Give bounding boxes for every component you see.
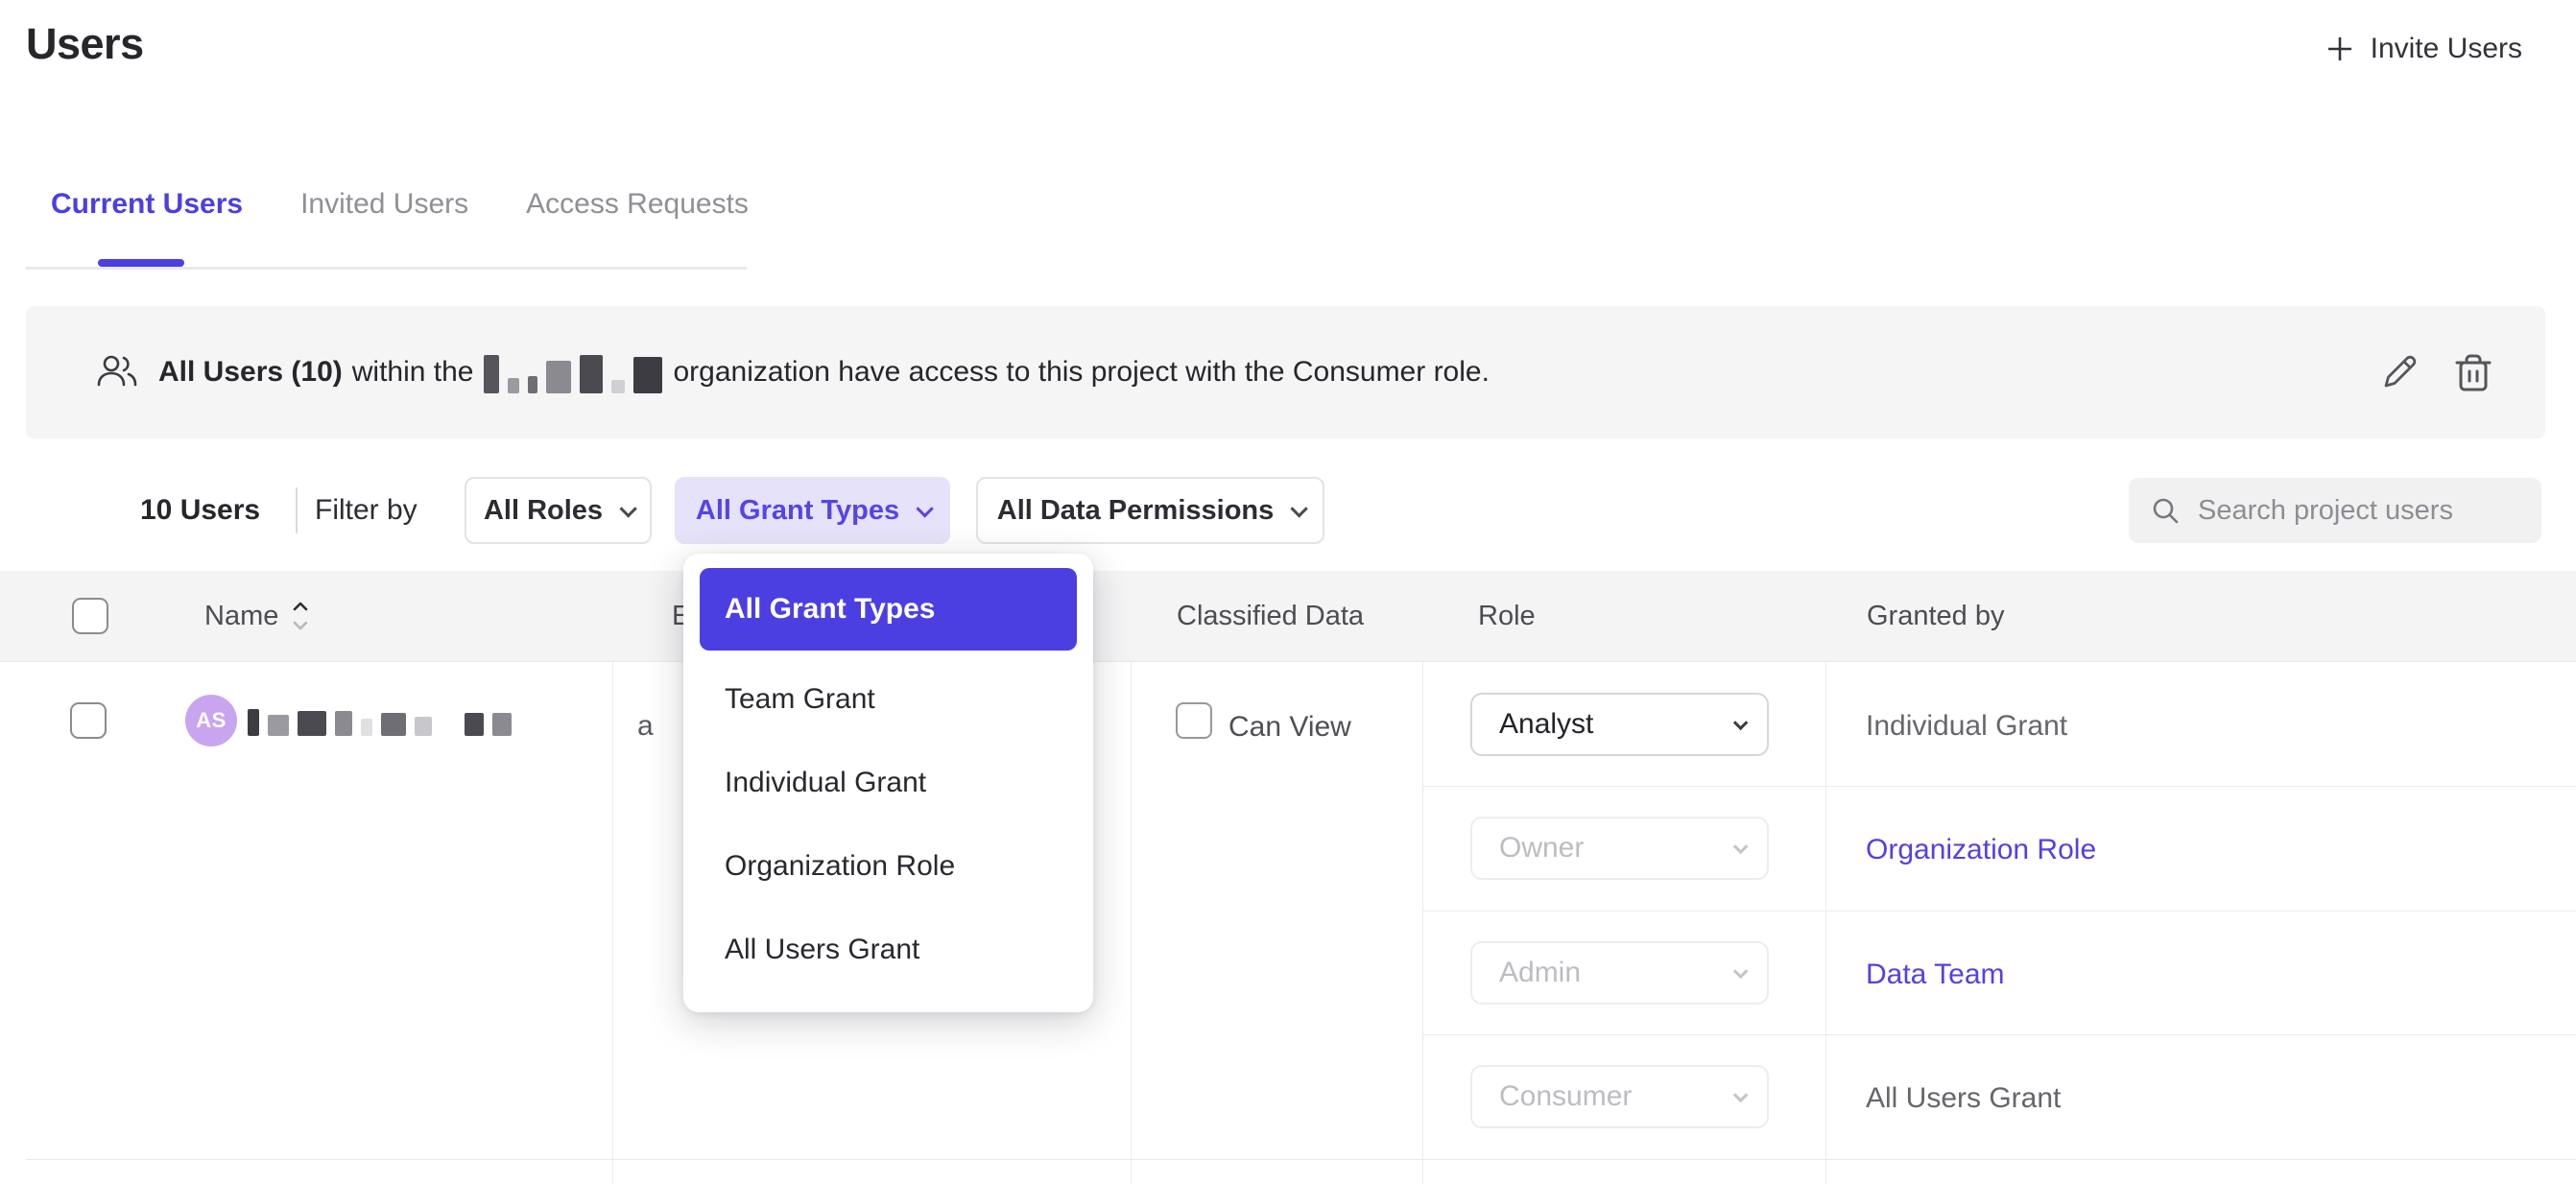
filter-all-roles-label: All Roles — [483, 494, 604, 526]
user-count: 10 Users — [140, 494, 261, 526]
email-partial-text: a — [637, 710, 654, 742]
chevron-down-icon — [1732, 839, 1749, 854]
filter-all-grant-types[interactable]: All Grant Types — [675, 477, 950, 544]
redacted-user-name — [248, 707, 512, 736]
search-icon — [2150, 495, 2181, 526]
tab-divider — [26, 267, 747, 270]
filter-by-label: Filter by — [315, 494, 417, 526]
search-box — [2129, 478, 2560, 543]
column-header-classified-data: Classified Data — [1177, 601, 1365, 631]
plus-icon — [2325, 34, 2355, 64]
granted-by-organization-role-link[interactable]: Organization Role — [1866, 834, 2097, 865]
chevron-down-icon — [1732, 715, 1749, 730]
role-select-consumer[interactable]: Consumer — [1470, 1065, 1769, 1128]
can-view-label: Can View — [1228, 711, 1351, 743]
people-icon — [95, 354, 139, 391]
can-view-checkbox[interactable] — [1176, 702, 1212, 739]
role-select-value: Admin — [1499, 957, 1582, 988]
chevron-down-icon — [1732, 1087, 1749, 1102]
avatar-initials: AS — [196, 708, 227, 732]
row-checkbox[interactable] — [70, 702, 107, 739]
banner-text-after: organization have access to this project… — [673, 356, 1490, 388]
role-select-value: Consumer — [1499, 1080, 1633, 1112]
chevron-down-icon — [1732, 963, 1749, 979]
filter-all-data-permissions-label: All Data Permissions — [996, 494, 1275, 526]
chevron-down-icon — [1290, 499, 1309, 518]
invite-users-label: Invite Users — [2370, 33, 2522, 64]
granted-by-data-team-link[interactable]: Data Team — [1866, 959, 2005, 990]
filter-all-grant-types-label: All Grant Types — [695, 494, 900, 526]
redacted-org-name — [483, 351, 662, 393]
chevron-down-icon — [619, 499, 637, 518]
role-select-owner[interactable]: Owner — [1470, 817, 1769, 880]
active-tab-indicator — [98, 259, 184, 267]
pencil-icon[interactable] — [2378, 351, 2421, 393]
banner-text-before: within the — [351, 356, 474, 388]
column-header-name[interactable]: Name — [204, 601, 279, 631]
dropdown-item-individual-grant[interactable]: Individual Grant — [725, 767, 927, 798]
invite-users-button[interactable]: Invite Users — [2325, 33, 2522, 65]
column-header-granted-by: Granted by — [1867, 601, 2005, 631]
column-divider — [1131, 662, 1132, 1184]
grant-row-divider — [1422, 786, 2576, 787]
search-input[interactable] — [2198, 494, 2560, 527]
role-select-value: Owner — [1499, 832, 1585, 864]
filter-all-data-permissions[interactable]: All Data Permissions — [976, 477, 1324, 544]
column-header-role: Role — [1478, 601, 1536, 631]
grant-row-divider — [1422, 911, 2576, 912]
granted-by-individual-grant: Individual Grant — [1866, 710, 2068, 742]
all-users-banner: All Users (10) within the organization h… — [26, 306, 2545, 438]
chevron-down-icon — [916, 499, 934, 518]
column-divider — [612, 662, 613, 1184]
table-header: Name E Classified Data Role Granted by — [0, 571, 2576, 662]
column-divider — [1422, 662, 1423, 1184]
dropdown-item-all-users-grant[interactable]: All Users Grant — [725, 934, 920, 965]
role-select-admin[interactable]: Admin — [1470, 941, 1769, 1005]
toolbar-divider — [296, 487, 298, 533]
role-select-analyst[interactable]: Analyst — [1470, 693, 1769, 756]
select-all-checkbox[interactable] — [72, 598, 108, 634]
granted-by-all-users-grant: All Users Grant — [1866, 1082, 2062, 1114]
dropdown-item-all-grant-types[interactable]: All Grant Types — [700, 568, 1077, 651]
banner-bold-text: All Users (10) — [158, 356, 343, 388]
avatar: AS — [185, 695, 237, 746]
filter-all-roles[interactable]: All Roles — [465, 477, 652, 544]
dropdown-item-organization-role[interactable]: Organization Role — [725, 850, 956, 882]
trash-icon[interactable] — [2453, 351, 2493, 395]
tab-invited-users[interactable]: Invited Users — [300, 188, 469, 220]
banner-text: All Users (10) within the organization h… — [158, 306, 1499, 438]
column-divider — [1825, 662, 1826, 1184]
tab-access-requests[interactable]: Access Requests — [526, 188, 749, 220]
role-select-value: Analyst — [1499, 708, 1594, 740]
tab-bar: Current Users Invited Users Access Reque… — [51, 188, 749, 221]
dropdown-item-team-grant[interactable]: Team Grant — [725, 683, 875, 715]
row-divider — [26, 1159, 2576, 1160]
grant-types-dropdown-menu: All Grant Types Team Grant Individual Gr… — [683, 554, 1093, 1012]
tab-current-users[interactable]: Current Users — [51, 188, 244, 220]
grant-row-divider — [1422, 1034, 2576, 1035]
sort-icon[interactable] — [291, 599, 310, 633]
page-title: Users — [26, 19, 144, 68]
